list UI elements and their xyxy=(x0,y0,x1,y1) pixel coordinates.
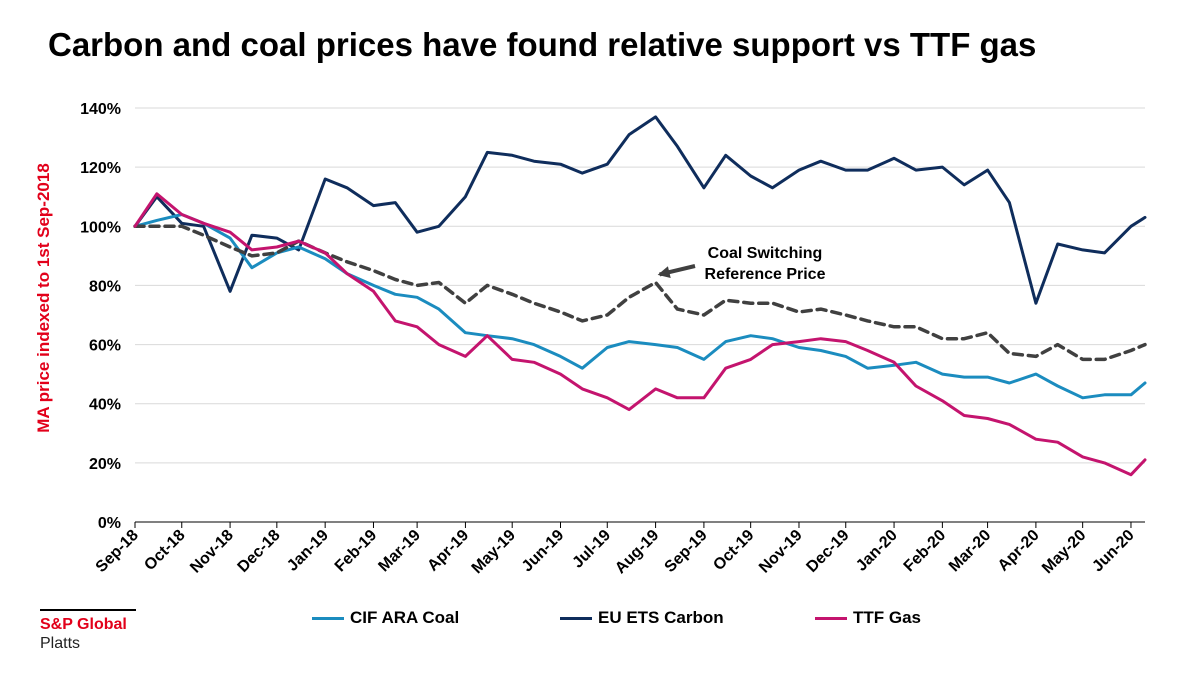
line-chart: 0%20%40%60%80%100%120%140%Sep-18 Oct-18No… xyxy=(80,101,1147,577)
y-tick-label: 80% xyxy=(89,278,121,295)
legend-label-cif-ara-coal: CIF ARA Coal xyxy=(350,608,460,627)
x-tick-label: Jul-19 xyxy=(569,527,614,572)
y-tick-label: 100% xyxy=(80,219,121,236)
annotation-layer: Coal Switching Reference Price xyxy=(657,245,826,283)
series-line-coal-switching-reference-price xyxy=(133,224,1147,362)
x-tick-label: Feb-19 xyxy=(332,527,381,576)
x-tick-label: Nov-19 xyxy=(756,527,806,577)
x-tick-label: Apr-20 xyxy=(995,527,1043,575)
x-tick-label: Oct-19 xyxy=(710,527,757,574)
y-tick-label: 20% xyxy=(89,456,121,473)
y-tick-label: 40% xyxy=(89,397,121,414)
x-tick-label: Mar-19 xyxy=(375,527,424,576)
legend-item-ttf-gas: TTF Gas xyxy=(815,608,921,628)
x-tick-label: Jun-19 xyxy=(519,527,568,576)
y-tick-label: 120% xyxy=(80,160,121,177)
legend-label-ttf-gas: TTF Gas xyxy=(853,608,922,627)
annotation-label: Coal Switching xyxy=(708,245,823,262)
x-tick-label: Mar-20 xyxy=(946,527,995,576)
x-tick-label: Sep-19 xyxy=(662,527,711,576)
legend: CIF ARA Coal EU ETS Carbon TTF Gas xyxy=(0,608,1200,632)
x-tick-label: May-19 xyxy=(469,527,519,577)
y-tick-label: 60% xyxy=(89,338,121,355)
x-tick-label: May-20 xyxy=(1039,527,1089,577)
annotation-arrowhead xyxy=(657,266,671,278)
brand-logo: S&P Global Platts xyxy=(40,609,136,653)
x-tick-label: Aug-19 xyxy=(612,527,662,577)
series-line-cif-ara-coal xyxy=(133,213,1147,400)
legend-label-eu-ets-carbon: EU ETS Carbon xyxy=(598,608,724,627)
series-layer xyxy=(133,115,1147,477)
brand-name: S&P Global xyxy=(40,616,127,633)
x-tick-label: Feb-20 xyxy=(901,527,950,576)
series-line-ttf-gas xyxy=(133,192,1147,477)
x-tick-label: Jun-20 xyxy=(1089,527,1138,576)
legend-swatch-cif-ara-coal xyxy=(312,616,344,620)
brand-sub: Platts xyxy=(40,635,81,652)
chart-title: Carbon and coal prices have found relati… xyxy=(48,26,1037,63)
x-tick-label: Jan-19 xyxy=(284,527,332,575)
x-tick-label: Jan-20 xyxy=(853,527,901,575)
legend-swatch-ttf-gas xyxy=(815,616,847,620)
legend-item-eu-ets-carbon: EU ETS Carbon xyxy=(560,608,724,628)
x-tick-label: Apr-19 xyxy=(424,527,472,575)
x-tick-label: Nov-18 xyxy=(187,527,237,577)
legend-item-cif-ara-coal: CIF ARA Coal xyxy=(312,608,459,628)
x-tick-label: Oct-18 xyxy=(141,527,188,574)
x-tick-label: Dec-19 xyxy=(803,527,852,576)
y-tick-label: 0% xyxy=(98,515,121,532)
grid-layer xyxy=(135,107,1145,464)
x-tick-label: Dec-18 xyxy=(235,527,284,576)
brand-rule xyxy=(40,609,136,611)
x-tick-label: Sep-18 xyxy=(93,527,142,576)
series-line-eu-ets-carbon xyxy=(133,115,1147,305)
y-tick-label: 140% xyxy=(80,101,121,118)
annotation-label: Reference Price xyxy=(705,266,826,283)
legend-swatch-eu-ets-carbon xyxy=(560,616,592,620)
